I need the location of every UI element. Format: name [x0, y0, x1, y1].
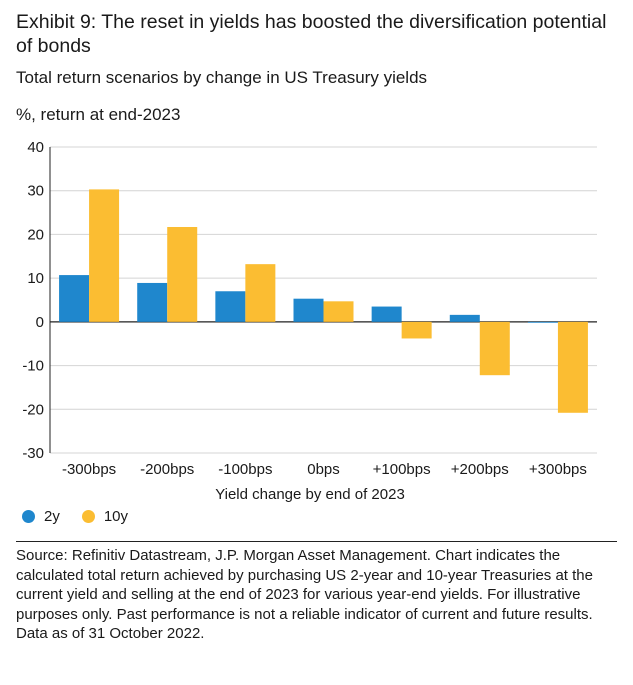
legend-item-10y: 10y — [81, 508, 129, 525]
y-tick-label: 20 — [27, 226, 44, 243]
bar-10y-+200bps — [479, 321, 510, 376]
legend-label-10y: 10y — [103, 508, 129, 525]
bar-10y--100bps — [245, 264, 276, 322]
legend: 2y 10y — [22, 508, 150, 525]
bar-2y-+300bps — [527, 321, 558, 323]
legend-item-2y: 2y — [22, 508, 60, 525]
source-note: Source: Refinitiv Datastream, J.P. Morga… — [16, 547, 593, 642]
legend-swatch-2y — [22, 510, 35, 523]
bar-2y-+200bps — [449, 314, 480, 322]
x-tick-label: 0bps — [307, 461, 340, 478]
y-axis-unit-label: %, return at end-2023 — [16, 105, 181, 124]
x-tick-labels: -300bps -200bps -100bps 0bps +100bps +200bps +… — [62, 461, 587, 478]
y-tick-labels: -30 -20 -10 0 10 20 30 40 — [22, 139, 44, 462]
chart-title: Exhibit 9: The reset in yields has boost… — [16, 11, 607, 57]
x-tick-label: -100bps — [218, 461, 272, 478]
bar-10y-+100bps — [401, 321, 432, 339]
y-tick-label: -30 — [22, 445, 44, 462]
x-tick-label: -200bps — [140, 461, 194, 478]
x-tick-label: +200bps — [451, 461, 509, 478]
bar-2y--200bps — [137, 282, 168, 322]
y-tick-label: -20 — [22, 401, 44, 418]
x-tick-label: +100bps — [373, 461, 431, 478]
bars — [59, 189, 588, 413]
bar-2y--300bps — [59, 275, 90, 322]
bar-10y--200bps — [167, 226, 198, 322]
bar-10y-+300bps — [557, 321, 588, 413]
source-divider — [16, 541, 617, 542]
y-tick-label: 40 — [27, 139, 44, 156]
x-axis-label: Yield change by end of 2023 — [215, 486, 405, 503]
y-tick-label: -10 — [22, 358, 44, 375]
y-tick-label: 10 — [27, 270, 44, 287]
bar-2y--100bps — [215, 291, 246, 322]
bar-chart: -30 -20 -10 0 10 20 30 40 -300bps -200bps -100bps… — [22, 139, 597, 503]
x-tick-label: +300bps — [529, 461, 587, 478]
chart-subtitle: Total return scenarios by change in US T… — [16, 68, 428, 87]
bar-2y-0bps — [293, 298, 324, 322]
bar-10y--300bps — [89, 189, 120, 322]
x-tick-label: -300bps — [62, 461, 116, 478]
y-tick-label: 30 — [27, 183, 44, 200]
legend-label-2y: 2y — [44, 508, 60, 525]
y-tick-label: 0 — [36, 314, 44, 331]
legend-swatch-10y — [81, 510, 95, 523]
bar-10y-0bps — [323, 301, 354, 322]
bar-2y-+100bps — [371, 306, 402, 322]
